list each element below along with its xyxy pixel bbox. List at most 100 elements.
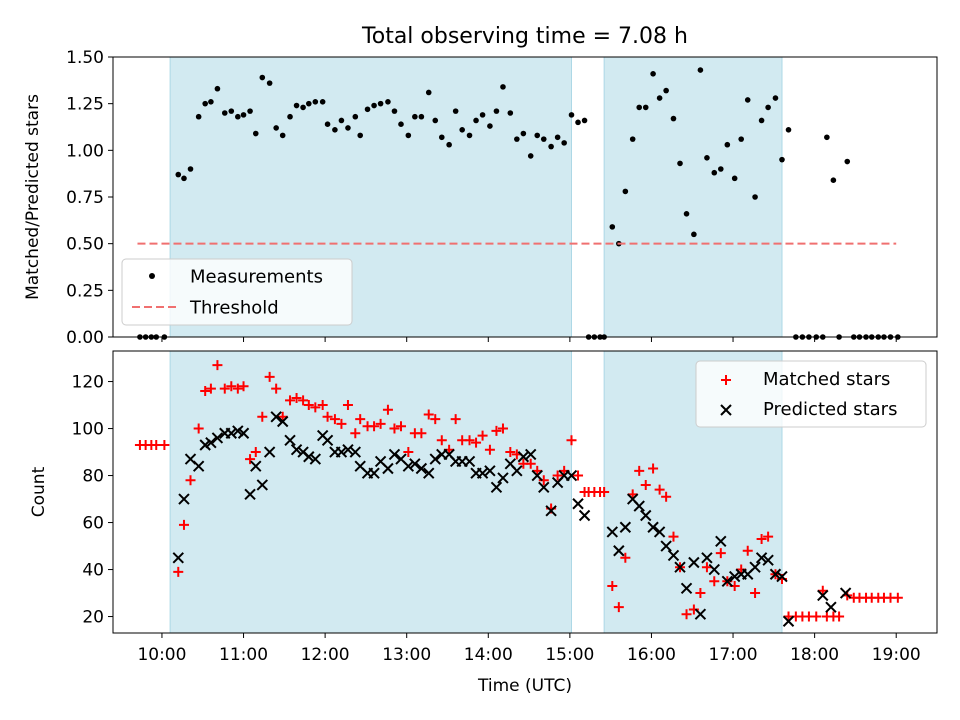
measurement-point: [175, 171, 182, 178]
matched-star-point: [173, 566, 184, 577]
matched-star-point: [369, 421, 380, 432]
predicted-star-point: [667, 549, 680, 562]
matched-star-point: [291, 393, 302, 403]
predicted-star-point: [309, 453, 322, 465]
predicted-star-point: [708, 563, 720, 576]
measurement-point: [352, 113, 359, 120]
matched-star-point: [212, 360, 223, 371]
matched-star-point: [763, 531, 774, 542]
measurement-point: [691, 231, 697, 238]
predicted-star-point: [290, 443, 303, 456]
matched-star-point: [756, 534, 767, 544]
matched-star-point: [350, 428, 361, 439]
predicted-star-point: [755, 552, 768, 564]
measurement-point: [520, 130, 527, 137]
measurement-point: [534, 132, 541, 139]
predicted-star-point: [721, 575, 734, 588]
matched-star-point: [471, 437, 482, 448]
matched-star-point: [250, 447, 261, 458]
predicted-star-point: [633, 500, 645, 512]
measurement-point: [300, 104, 306, 111]
measurement-point: [235, 113, 241, 120]
predicted-star-point: [565, 469, 578, 482]
measurement-point: [568, 112, 575, 118]
measurement-point: [208, 99, 214, 105]
matched-star-point: [497, 423, 508, 434]
predicted-star-point: [409, 458, 421, 470]
predicted-star-point: [250, 460, 262, 472]
predicted-star-point: [674, 561, 686, 573]
top-x-axis: [161, 337, 897, 342]
matched-star-point: [599, 487, 610, 497]
matched-star-point: [613, 602, 624, 613]
measurement-point: [561, 140, 567, 146]
matched-star-point: [668, 531, 679, 542]
predicted-star-point: [762, 554, 774, 566]
measurement-point: [332, 127, 338, 133]
matched-star-point: [193, 423, 204, 434]
measurement-point: [181, 175, 187, 182]
matched-star-point: [640, 479, 651, 490]
bottom-y-tick-label: 20: [82, 608, 104, 628]
bottom-series: [134, 360, 903, 627]
predicted-star-point: [653, 526, 666, 538]
x-tick-label: 10:00: [137, 645, 186, 665]
predicted-star-point: [244, 488, 256, 501]
matched-star-point: [264, 371, 275, 382]
measurement-point: [425, 89, 432, 96]
measurement-point: [758, 117, 765, 124]
measurement-point: [385, 99, 391, 105]
measurement-point: [252, 130, 259, 137]
matched-star-point: [159, 440, 170, 450]
matched-star-point: [226, 381, 237, 392]
measurement-point: [324, 121, 331, 127]
matched-star-point: [661, 491, 672, 502]
measurement-point: [266, 80, 273, 86]
matched-star-point: [238, 381, 249, 392]
predicted-star-point: [517, 451, 530, 463]
measurement-point: [202, 100, 208, 107]
matched-star-point: [607, 581, 618, 591]
predicted-star-point: [382, 462, 394, 475]
matched-star-point: [491, 425, 502, 436]
matched-star-point: [219, 383, 230, 394]
bottom-axes-frame: [112, 350, 938, 634]
measurement-point: [364, 106, 371, 113]
top-y-tick-label: 1.25: [66, 95, 104, 115]
bottom-shading: [169, 350, 783, 634]
predicted-star-point: [660, 540, 672, 552]
matched-star-point: [322, 411, 333, 422]
bottom-x-axis-label: Time (UTC): [477, 676, 572, 696]
predicted-star-point: [782, 615, 795, 627]
predicted-star-point: [694, 608, 707, 620]
predicted-star-point: [205, 436, 217, 449]
matched-star-point: [634, 465, 645, 476]
matched-star-point: [303, 400, 314, 411]
predicted-star-point: [321, 434, 334, 447]
measurement-point: [446, 141, 452, 148]
matched-star-point: [205, 383, 216, 394]
legend-marker-matched: [721, 375, 731, 385]
measurement-point: [273, 125, 279, 131]
matched-star-point: [375, 418, 386, 429]
matched-star-point: [430, 414, 441, 425]
predicted-star-point: [415, 462, 428, 475]
figure-title: Total observing time = 7.08 h: [361, 24, 688, 49]
measurement-point: [697, 67, 704, 73]
measurement-point: [704, 155, 710, 161]
predicted-star-point: [817, 589, 829, 602]
matched-star-point: [552, 470, 563, 481]
measurement-point: [459, 127, 465, 133]
matched-star-point: [245, 454, 256, 465]
matched-star-point: [271, 383, 282, 394]
predicted-star-point: [368, 467, 380, 479]
predicted-star-point: [484, 465, 496, 477]
measurement-point: [247, 108, 253, 114]
matched-star-point: [436, 435, 447, 446]
matched-star-point: [484, 444, 495, 455]
measurement-point: [507, 110, 514, 116]
measurement-point: [650, 71, 656, 77]
matched-star-point: [525, 458, 536, 469]
matched-star-point: [715, 548, 726, 559]
